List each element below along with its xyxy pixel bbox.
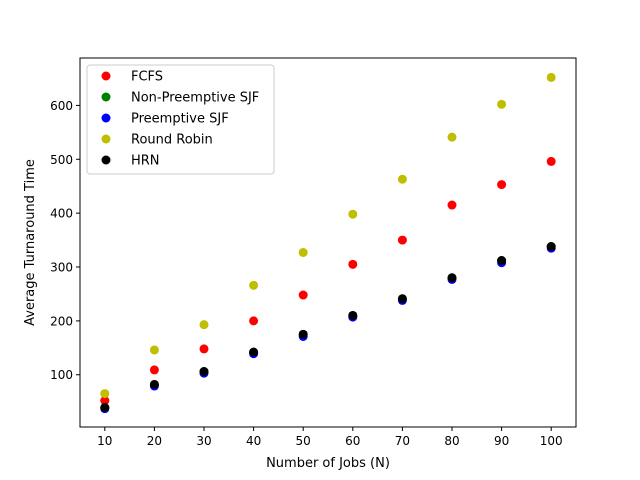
data-point bbox=[298, 290, 308, 300]
legend-marker bbox=[101, 134, 111, 144]
data-point bbox=[546, 242, 556, 252]
data-point bbox=[497, 256, 507, 266]
legend-box bbox=[86, 64, 275, 175]
y-tick-label: 100 bbox=[50, 368, 73, 382]
legend-label: Preemptive SJF bbox=[131, 112, 229, 127]
x-tick-label: 70 bbox=[395, 434, 410, 448]
data-point bbox=[100, 403, 110, 413]
data-point bbox=[447, 273, 457, 283]
legend: FCFS Non-Preemptive SJF Preemptive SJF Roun… bbox=[86, 64, 275, 175]
data-point bbox=[149, 345, 159, 355]
x-tick-label: 60 bbox=[345, 434, 360, 448]
data-point bbox=[447, 200, 457, 210]
legend-marker bbox=[101, 92, 111, 102]
data-point bbox=[348, 259, 358, 269]
legend-marker bbox=[101, 71, 111, 81]
y-axis-label: Average Turnaround Time bbox=[23, 159, 38, 326]
data-point bbox=[100, 389, 110, 399]
data-point bbox=[447, 132, 457, 142]
data-point bbox=[546, 156, 556, 166]
axes-frame bbox=[79, 57, 577, 428]
x-axis-label: Number of Jobs (N) bbox=[266, 456, 390, 471]
y-tick-label: 200 bbox=[50, 314, 73, 328]
x-tick-label: 40 bbox=[246, 434, 261, 448]
x-tick-label: 30 bbox=[196, 434, 211, 448]
legend-label: Round Robin bbox=[131, 133, 213, 148]
legend-marker bbox=[101, 113, 111, 123]
data-point bbox=[397, 235, 407, 245]
data-point bbox=[199, 320, 209, 330]
y-tick-label: 300 bbox=[50, 261, 73, 275]
x-tick-label: 80 bbox=[444, 434, 459, 448]
data-point bbox=[298, 329, 308, 339]
data-points bbox=[100, 72, 556, 414]
data-point bbox=[397, 174, 407, 184]
data-point bbox=[546, 72, 556, 82]
x-tick-label: 100 bbox=[540, 434, 563, 448]
data-point bbox=[149, 379, 159, 389]
legend-label: HRN bbox=[131, 154, 160, 169]
data-point bbox=[149, 365, 159, 375]
data-point bbox=[249, 280, 259, 290]
y-tick-label: 500 bbox=[50, 153, 73, 167]
x-tick-label: 50 bbox=[296, 434, 311, 448]
y-tick-label: 400 bbox=[50, 207, 73, 221]
data-point bbox=[100, 396, 110, 406]
data-point bbox=[348, 209, 358, 219]
x-tick-label: 10 bbox=[97, 434, 112, 448]
x-axis-ticks: 10 20 30 40 50 60 70 80 90 100 bbox=[97, 427, 563, 448]
x-tick-label: 20 bbox=[147, 434, 162, 448]
data-point bbox=[397, 294, 407, 304]
data-point bbox=[199, 344, 209, 354]
data-point bbox=[298, 247, 308, 257]
x-tick-label: 90 bbox=[494, 434, 509, 448]
y-tick-label: 600 bbox=[50, 99, 73, 113]
legend-label: Non-Preemptive SJF bbox=[131, 91, 259, 106]
legend-label: FCFS bbox=[131, 70, 163, 85]
data-point bbox=[199, 367, 209, 377]
y-axis-ticks: 100 200 300 400 500 600 bbox=[50, 99, 80, 382]
data-point bbox=[497, 99, 507, 109]
data-point bbox=[497, 180, 507, 190]
data-point bbox=[249, 316, 259, 326]
legend-marker bbox=[101, 155, 111, 165]
data-point bbox=[249, 347, 259, 357]
data-point bbox=[348, 310, 358, 320]
